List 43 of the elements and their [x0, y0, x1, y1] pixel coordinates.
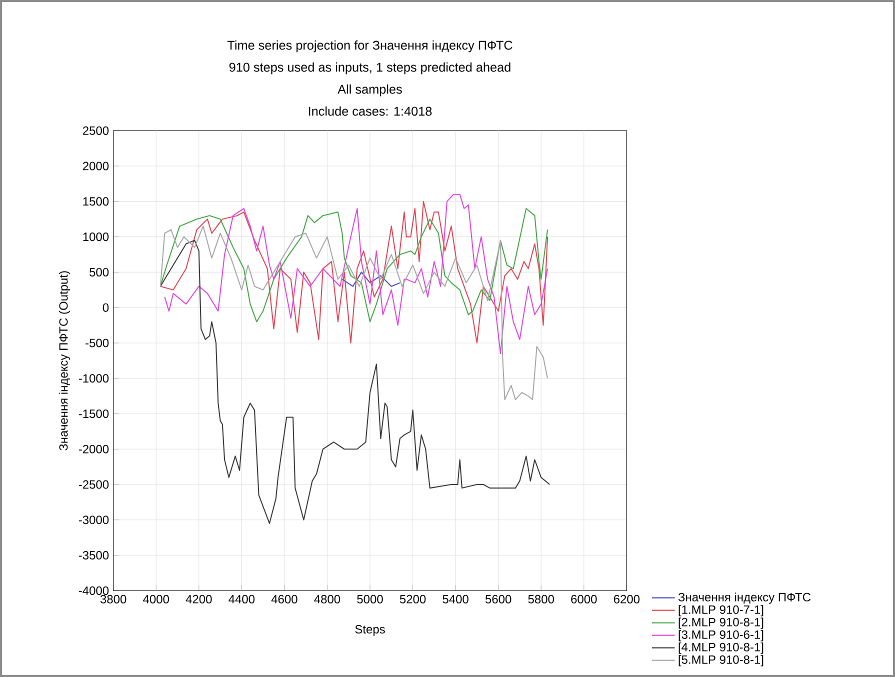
x-tick-label: 6200 [614, 594, 640, 604]
x-tick-label: 5800 [528, 594, 554, 604]
y-tick-label: 2000 [82, 162, 109, 170]
line-series [160, 208, 548, 322]
y-tick-label: -2000 [78, 444, 109, 454]
y-tick-label: -2500 [78, 480, 109, 489]
x-tick-label: 4600 [271, 594, 298, 604]
y-tick-label: 0 [102, 303, 109, 312]
y-tick-label: -1500 [78, 409, 109, 418]
x-tick-label: 4000 [143, 594, 169, 604]
x-axis-title: Steps [355, 625, 385, 636]
x-tick-label: 5000 [357, 594, 383, 604]
y-tick-label: -3500 [78, 551, 109, 560]
x-tick-label: 4400 [228, 594, 255, 604]
x-tick-label: 6000 [571, 594, 597, 604]
x-tick-label: 5200 [400, 594, 426, 604]
y-tick-label: -4000 [78, 586, 109, 595]
legend-label: [1.MLP 910-7-1] [678, 605, 764, 616]
legend-label: [2.MLP 910-8-1] [678, 618, 764, 629]
legend-label: Значення індексу ПФТС [678, 592, 811, 604]
y-tick-label: -3000 [78, 516, 109, 524]
x-tick-label: 5600 [485, 594, 512, 604]
y-axis-title: Значення індексу ПФТС (Output) [58, 271, 70, 450]
legend-label: [5.MLP 910-8-1] [678, 655, 764, 666]
text: Include cases: 1:4018 [308, 106, 432, 116]
line-series [160, 240, 550, 524]
chart-subtitle: 910 steps used as inputs, 1 steps predicted ahead [229, 62, 510, 74]
x-tick-label: 4200 [186, 594, 212, 604]
y-tick-label: -500 [86, 338, 109, 348]
x-tick-label: 5400 [442, 594, 468, 604]
chart-title: Time series projection for Значення індексу ПФТС [227, 40, 512, 52]
y-tick-label: 2500 [82, 126, 109, 135]
y-tick-label: 1500 [83, 197, 109, 206]
x-tick-label: 4800 [314, 594, 340, 604]
text: All samples [338, 84, 402, 96]
y-tick-label: 1000 [83, 232, 109, 242]
legend-label: [4.MLP 910-8-1] [678, 642, 764, 654]
x-tick-label: 3800 [100, 594, 126, 604]
y-tick-label: -1000 [78, 374, 109, 383]
line-series [160, 226, 548, 400]
y-tick-label: 500 [90, 268, 109, 276]
line-series [342, 272, 400, 287]
legend-label: [3.MLP 910-6-1] [678, 630, 764, 642]
